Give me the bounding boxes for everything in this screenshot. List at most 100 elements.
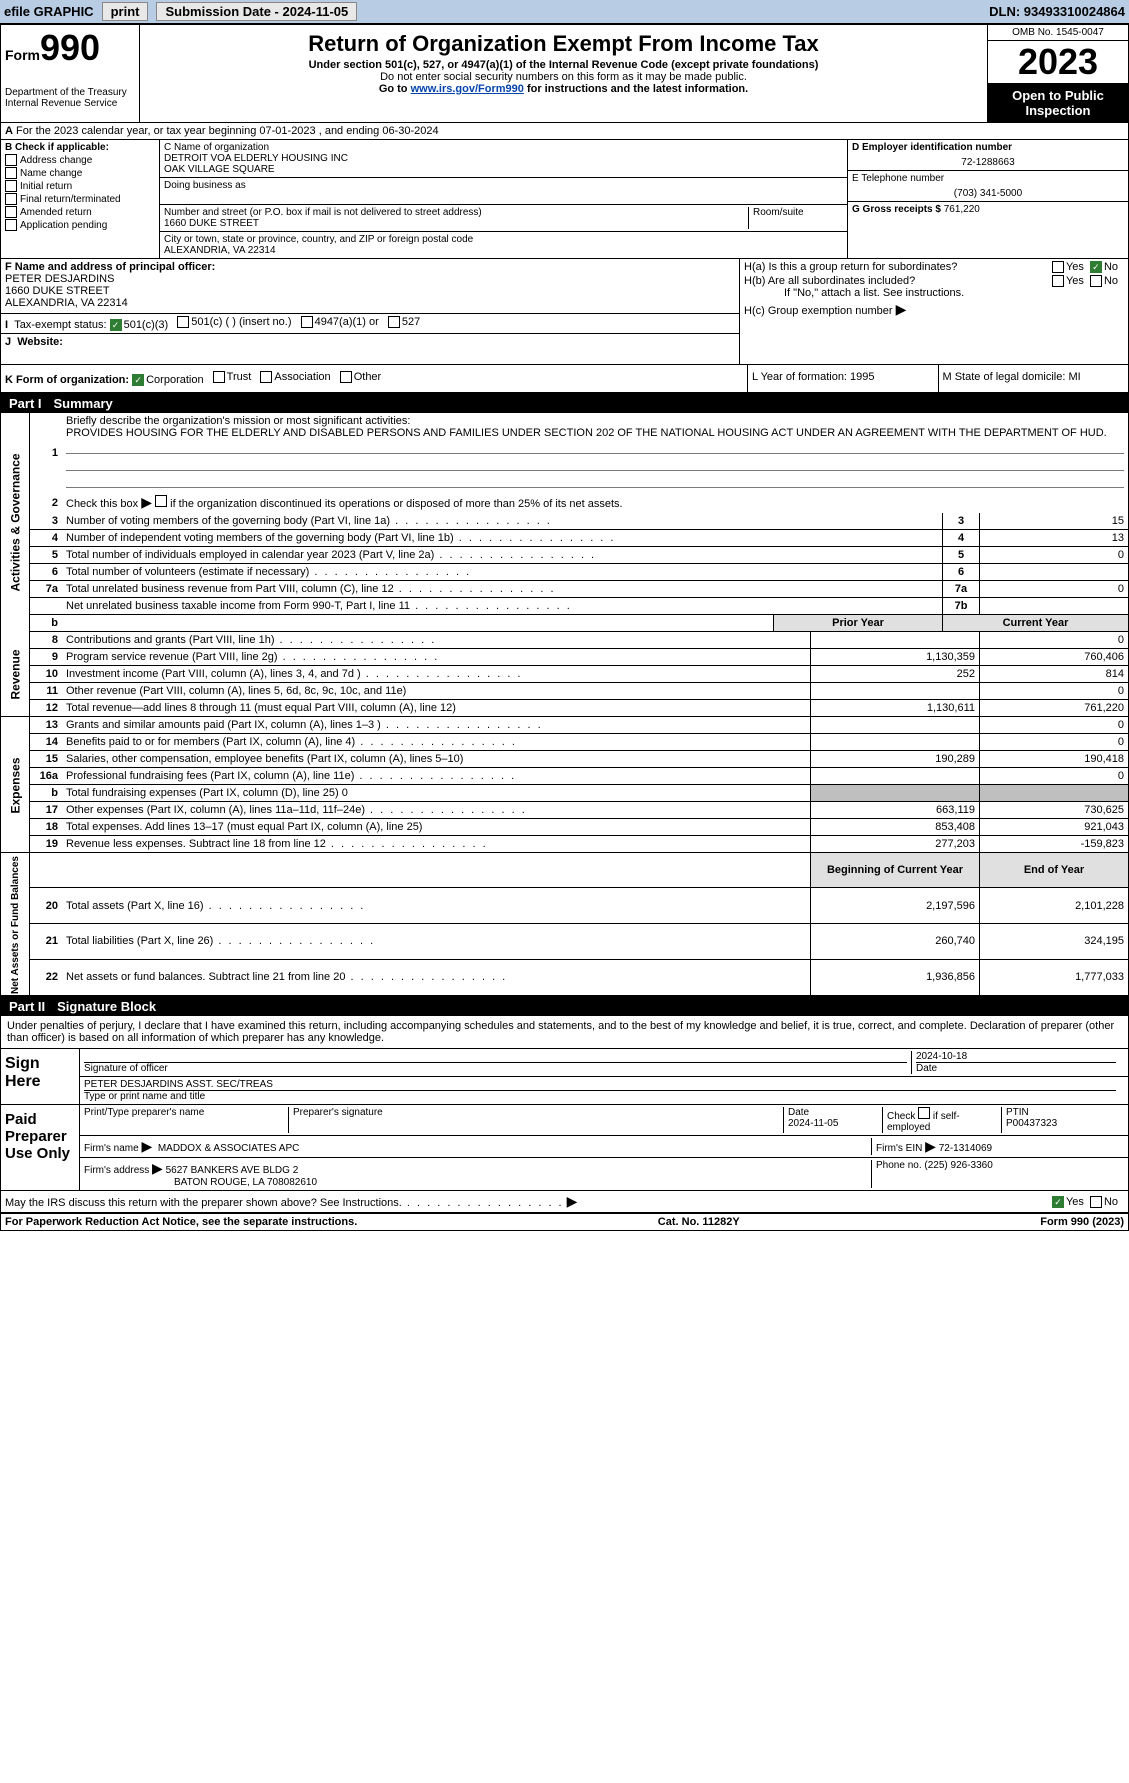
top-toolbar: efile GRAPHIC print Submission Date - 20… [0,0,1129,24]
exp-13: Grants and similar amounts paid (Part IX… [62,717,811,734]
paid-preparer-block: Paid Preparer Use Only Print/Type prepar… [1,1105,1128,1191]
col-prior-year: Prior Year [774,615,943,632]
hb-no[interactable]: No [1090,275,1118,287]
section-bcd: B Check if applicable: Address change Na… [1,140,1128,259]
ptin-value: P00437323 [1006,1118,1057,1129]
q2: Check this box ▶ if the organization dis… [62,492,1128,513]
rev-12: Total revenue—add lines 8 through 11 (mu… [62,700,811,717]
q1-text: PROVIDES HOUSING FOR THE ELDERLY AND DIS… [66,427,1124,439]
chk-527[interactable]: 527 [388,316,420,328]
f-officer-addr1: 1660 DUKE STREET [5,285,735,297]
chk-name-change[interactable]: Name change [5,167,155,179]
h-c: H(c) Group exemption number ▶ [744,301,1124,318]
rev-10: Investment income (Part VIII, column (A)… [62,666,811,683]
chk-self-employed[interactable] [918,1107,930,1119]
blank [62,615,774,632]
h-a: H(a) Is this a group return for subordin… [744,261,1124,273]
header-row: Form990 Department of the Treasury Inter… [1,25,1128,123]
net-assets-table: Net Assets or Fund Balances Beginning of … [1,853,1128,997]
exp-14: Benefits paid to or for members (Part IX… [62,734,811,751]
omb-number: OMB No. 1545-0047 [988,25,1128,41]
chk-amended-return[interactable]: Amended return [5,206,155,218]
rev-11: Other revenue (Part VIII, column (A), li… [62,683,811,700]
discuss-row: May the IRS discuss this return with the… [1,1191,1128,1214]
l-year-formation: L Year of formation: 1995 [748,365,939,392]
footer-right: Form 990 (2023) [1040,1216,1124,1228]
footer-mid: Cat. No. 11282Y [658,1216,740,1228]
exp-19: Revenue less expenses. Subtract line 18 … [62,836,811,853]
gross-value: 761,220 [944,204,980,215]
ag-row-7a: Total unrelated business revenue from Pa… [62,581,943,598]
org-address: 1660 DUKE STREET [164,218,748,229]
tel-cell: E Telephone number (703) 341-5000 [848,171,1128,202]
exp-18: Total expenses. Add lines 13–17 (must eq… [62,819,811,836]
col-b-checkboxes: B Check if applicable: Address change Na… [1,140,160,258]
discuss-yes[interactable]: ✓Yes [1052,1196,1084,1208]
summary-table: Activities & Governance 1 Briefly descri… [1,413,1128,632]
row-i: I Tax-exempt status: ✓ 501(c)(3) 501(c) … [1,313,739,333]
expenses-table: Expenses13Grants and similar amounts pai… [1,717,1128,853]
form-number: Form990 [5,27,135,69]
firm-name: MADDOX & ASSOCIATES APC [158,1143,300,1154]
chk-corp[interactable]: ✓ Corporation [132,374,203,386]
chk-address-change[interactable]: Address change [5,154,155,166]
sign-here-block: Sign Here Signature of officer 2024-10-1… [1,1049,1128,1105]
section-expenses: Expenses [1,717,30,853]
ha-yes[interactable]: Yes [1052,261,1084,273]
row-k-l-m: K Form of organization: ✓ Corporation Tr… [1,365,1128,394]
chk-501c3[interactable]: ✓ 501(c)(3) [110,319,169,331]
chk-final-return[interactable]: Final return/terminated [5,193,155,205]
address-cell: Number and street (or P.O. box if mail i… [160,205,847,232]
chk-assoc[interactable]: Association [260,371,330,383]
ein-cell: D Employer identification number 72-1288… [848,140,1128,171]
empty-line-3 [66,473,1124,488]
m-state-domicile: M State of legal domicile: MI [939,365,1129,392]
f-officer-addr2: ALEXANDRIA, VA 22314 [5,297,735,309]
org-city: ALEXANDRIA, VA 22314 [164,245,843,256]
col-b-heading: B Check if applicable: [5,142,155,153]
col-end-year: End of Year [980,853,1129,888]
row-j-website: J Website: [1,333,739,362]
print-button[interactable]: print [102,2,149,21]
f-officer-label: F Name and address of principal officer: [5,261,735,273]
exp-16b: Total fundraising expenses (Part IX, col… [62,785,811,802]
discuss-no[interactable]: No [1090,1196,1118,1208]
hb-yes[interactable]: Yes [1052,275,1084,287]
sig-officer-row: Signature of officer 2024-10-18 Date [80,1049,1128,1077]
chk-discontinued[interactable] [155,495,167,507]
na-20: Total assets (Part X, line 16) [62,888,811,924]
paid-preparer-label: Paid Preparer Use Only [1,1105,80,1190]
chk-initial-return[interactable]: Initial return [5,180,155,192]
tel-value: (703) 341-5000 [852,188,1124,199]
na-22: Net assets or fund balances. Subtract li… [62,959,811,996]
ag-row-6: Total number of volunteers (estimate if … [62,564,943,581]
form-subtitle-1: Under section 501(c), 527, or 4947(a)(1)… [148,59,979,71]
submission-date-button[interactable]: Submission Date - 2024-11-05 [156,2,357,21]
gross-cell: G Gross receipts $ 761,220 [848,202,1128,232]
section-net-assets: Net Assets or Fund Balances [1,853,30,996]
officer-name-row: PETER DESJARDINS ASST. SEC/TREAS Type or… [80,1077,1128,1104]
city-cell: City or town, state or province, country… [160,232,847,258]
officer-name: PETER DESJARDINS ASST. SEC/TREAS [84,1079,1116,1090]
exp-15: Salaries, other compensation, employee b… [62,751,811,768]
col-current-year: Current Year [943,615,1129,632]
chk-trust[interactable]: Trust [213,371,252,383]
chk-other[interactable]: Other [340,371,382,383]
dba-cell: Doing business as [160,178,847,205]
ein-value: 72-1288663 [852,157,1124,168]
col-l-m: L Year of formation: 1995 M State of leg… [748,365,1128,392]
col-begin-year: Beginning of Current Year [811,853,980,888]
empty-line-2 [66,456,1124,471]
chk-501c[interactable]: 501(c) ( ) (insert no.) [177,316,291,328]
part-2-header: Part II Signature Block [1,997,1128,1016]
ha-no[interactable]: ✓No [1090,261,1118,273]
chk-application-pending[interactable]: Application pending [5,219,155,231]
section-revenue: Revenue [1,632,30,717]
irs-link[interactable]: www.irs.gov/Form990 [411,83,524,95]
exp-17: Other expenses (Part IX, column (A), lin… [62,802,811,819]
col-d: D Employer identification number 72-1288… [847,140,1128,258]
open-public-badge: Open to Public Inspection [988,84,1128,122]
col-f-i-j: F Name and address of principal officer:… [1,259,740,364]
chk-4947[interactable]: 4947(a)(1) or [301,316,379,328]
firm-name-row: Firm's name ▶ MADDOX & ASSOCIATES APC Fi… [80,1136,1128,1158]
